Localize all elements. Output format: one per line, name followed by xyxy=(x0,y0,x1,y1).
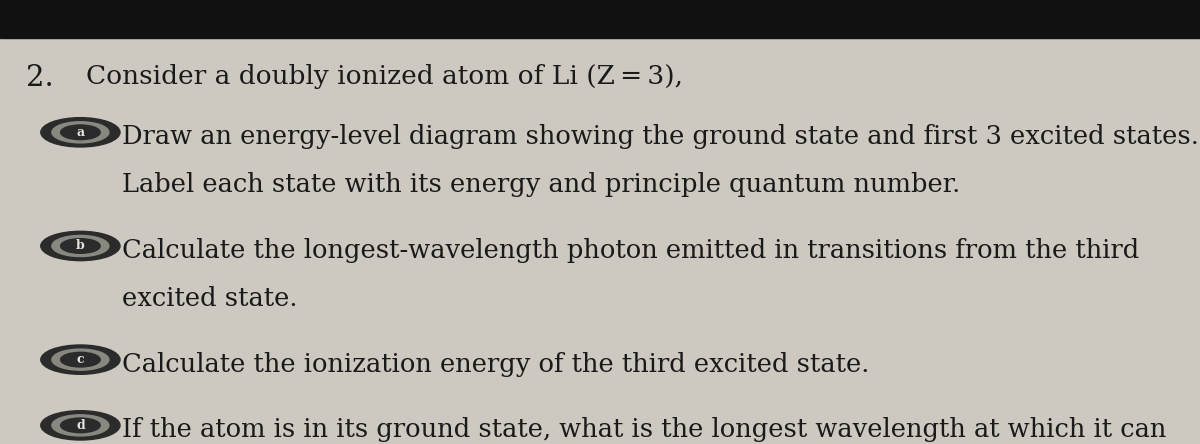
Circle shape xyxy=(41,411,120,440)
Text: Label each state with its energy and principle quantum number.: Label each state with its energy and pri… xyxy=(122,172,961,197)
Circle shape xyxy=(60,125,100,140)
Circle shape xyxy=(41,118,120,147)
Circle shape xyxy=(41,345,120,374)
Circle shape xyxy=(60,239,100,253)
Circle shape xyxy=(60,418,100,432)
Text: d: d xyxy=(76,419,85,432)
Text: 2.: 2. xyxy=(26,64,54,92)
Text: c: c xyxy=(77,353,84,366)
Text: a: a xyxy=(77,126,84,139)
Text: Consider a doubly ionized atom of Li (Z = 3),: Consider a doubly ionized atom of Li (Z … xyxy=(86,64,684,89)
Text: Draw an energy-level diagram showing the ground state and first 3 excited states: Draw an energy-level diagram showing the… xyxy=(122,124,1199,149)
Circle shape xyxy=(60,353,100,367)
Circle shape xyxy=(52,235,109,257)
Circle shape xyxy=(52,122,109,143)
Text: If the atom is in its ground state, what is the longest wavelength at which it c: If the atom is in its ground state, what… xyxy=(122,417,1166,442)
Text: Calculate the ionization energy of the third excited state.: Calculate the ionization energy of the t… xyxy=(122,352,870,377)
Text: Calculate the longest-wavelength photon emitted in transitions from the third: Calculate the longest-wavelength photon … xyxy=(122,238,1140,263)
Text: excited state.: excited state. xyxy=(122,286,298,311)
Text: b: b xyxy=(76,239,85,253)
Circle shape xyxy=(52,349,109,370)
Circle shape xyxy=(41,231,120,261)
Circle shape xyxy=(52,415,109,436)
